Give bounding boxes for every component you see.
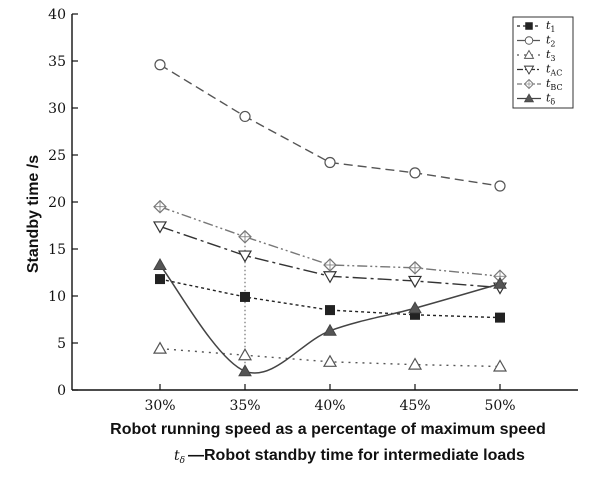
x-axis-label: Robot running speed as a percentage of m… [110,421,546,438]
legend-item: t3 [517,48,556,63]
legend-item: tAC [517,63,562,78]
data-point-triangle-down [523,65,535,75]
data-point-circle [154,59,166,71]
y-tick-label: 15 [48,242,66,258]
y-tick-label: 30 [48,101,66,117]
x-tick-label: 50% [484,398,515,414]
legend-label: tBC [546,77,563,92]
footnote-text: —Robot standby time for intermediate loa… [188,447,525,464]
data-point-triangle-up [492,359,508,372]
data-point-triangle-filled [153,257,167,270]
y-tick-label: 10 [48,289,66,305]
x-tick-label: 30% [144,398,175,414]
data-point-circle [409,167,421,179]
data-point-diamond [153,199,167,214]
data-point-circle [524,36,534,45]
legend-item: tδ [517,92,555,107]
legend-label: t2 [546,34,556,49]
data-point-square [525,22,533,30]
data-point-triangle-up [322,354,338,367]
data-point-triangle-up [237,348,253,361]
x-tick-label: 40% [314,398,345,414]
legend-label: tδ [546,92,555,107]
axes [71,13,578,391]
data-point-triangle-up [152,341,168,354]
data-point-square [240,291,250,302]
data-point-triangle-down [407,275,423,289]
legend-item: t1 [517,19,556,34]
y-tick-label: 35 [48,54,66,70]
legend-item: t2 [517,34,556,49]
data-point-triangle-down [237,250,253,263]
y-tick-label: 25 [48,148,66,164]
data-point-triangle-filled [523,93,535,103]
y-axis-label: Standby time /s [25,155,42,273]
y-tick-label: 20 [48,195,66,211]
data-point-triangle-up [523,49,535,59]
series-t-2 [154,59,506,192]
data-point-triangle-filled [323,323,337,336]
data-point-triangle-down [152,221,168,234]
series-t-δ [153,257,507,377]
series-t-BC [153,199,507,284]
legend-box [512,16,574,109]
plot-area [152,59,508,377]
data-point-triangle-filled [238,364,252,377]
data-point-square [495,312,505,323]
tick-labels: 0 5 10 15 20 25 30 35 40 30% 35% 40% 45% 50% [48,7,515,414]
footnote-symbol: tδ [174,448,185,466]
series-t-1 [155,274,505,323]
y-tick-label: 5 [57,336,66,352]
data-point-diamond [523,78,535,90]
legend-item: tBC [517,77,563,92]
y-tick-label: 40 [48,7,66,23]
series-t-AC [152,221,508,295]
data-point-square [155,274,165,285]
x-tick-label: 35% [229,398,260,414]
footnote: tδ —Robot standby time for intermediate … [174,447,525,466]
series-line [159,347,501,368]
x-tick-label: 45% [399,398,430,414]
series-t-3 [152,341,508,372]
data-point-diamond [408,260,422,275]
data-point-circle [494,180,506,192]
data-point-circle [324,156,336,169]
data-point-square [325,305,335,316]
y-tick-label: 0 [57,383,66,399]
data-point-triangle-up [407,357,423,370]
data-point-triangle-filled [408,301,422,314]
data-point-diamond [238,229,252,244]
data-point-circle [239,110,251,123]
legend-label: t3 [546,48,556,63]
legend-label: t1 [546,19,556,34]
data-point-diamond [323,258,337,272]
data-point-triangle-filled [493,276,507,289]
legend-label: tAC [546,63,562,78]
